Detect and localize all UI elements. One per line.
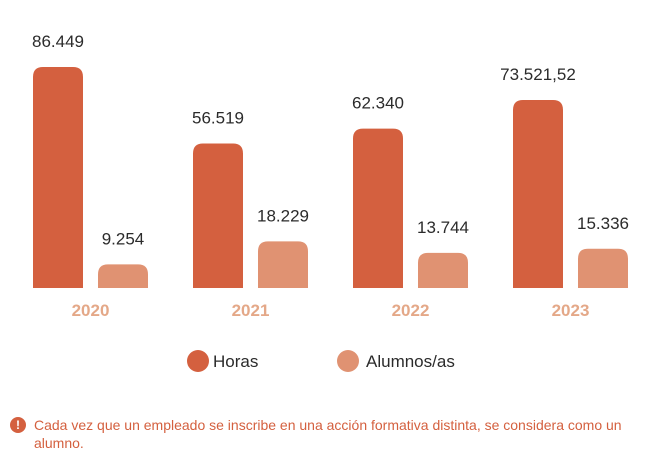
value-label-horas-2023: 73.521,52: [500, 65, 576, 84]
category-label-2021: 2021: [232, 301, 270, 320]
bar-alumnos-2020: [98, 264, 148, 288]
legend: Horas Alumnos/as: [187, 350, 455, 372]
category-label-2023: 2023: [552, 301, 590, 320]
legend-swatch-alumnos: [337, 350, 359, 372]
info-icon: !: [10, 417, 26, 433]
value-label-alumnos-2021: 18.229: [257, 206, 309, 225]
footnote-text: Cada vez que un empleado se inscribe en …: [34, 417, 622, 451]
bar-horas-2020: [33, 67, 83, 288]
bars-layer: [33, 67, 628, 289]
value-label-horas-2020: 86.449: [32, 32, 84, 51]
value-label-alumnos-2022: 13.744: [417, 218, 469, 237]
bar-horas-2021: [193, 143, 243, 288]
value-label-horas-2021: 56.519: [192, 109, 244, 128]
legend-swatch-horas: [187, 350, 209, 372]
footnote: ! Cada vez que un empleado se inscribe e…: [10, 416, 646, 452]
bar-alumnos-2021: [258, 241, 308, 288]
value-label-alumnos-2023: 15.336: [577, 214, 629, 233]
labels-layer: 86.449 9.254 2020 56.519 18.229 2021 62.340 13.…: [32, 32, 629, 320]
bar-alumnos-2022: [418, 252, 468, 288]
bar-alumnos-2023: [578, 248, 628, 288]
legend-label-horas: Horas: [213, 352, 258, 371]
legend-label-alumnos: Alumnos/as: [366, 352, 455, 371]
value-label-alumnos-2020: 9.254: [102, 229, 145, 248]
bar-horas-2022: [353, 128, 403, 288]
category-label-2020: 2020: [72, 301, 110, 320]
bar-horas-2023: [513, 100, 563, 289]
category-label-2022: 2022: [392, 301, 430, 320]
value-label-horas-2022: 62.340: [352, 94, 404, 113]
